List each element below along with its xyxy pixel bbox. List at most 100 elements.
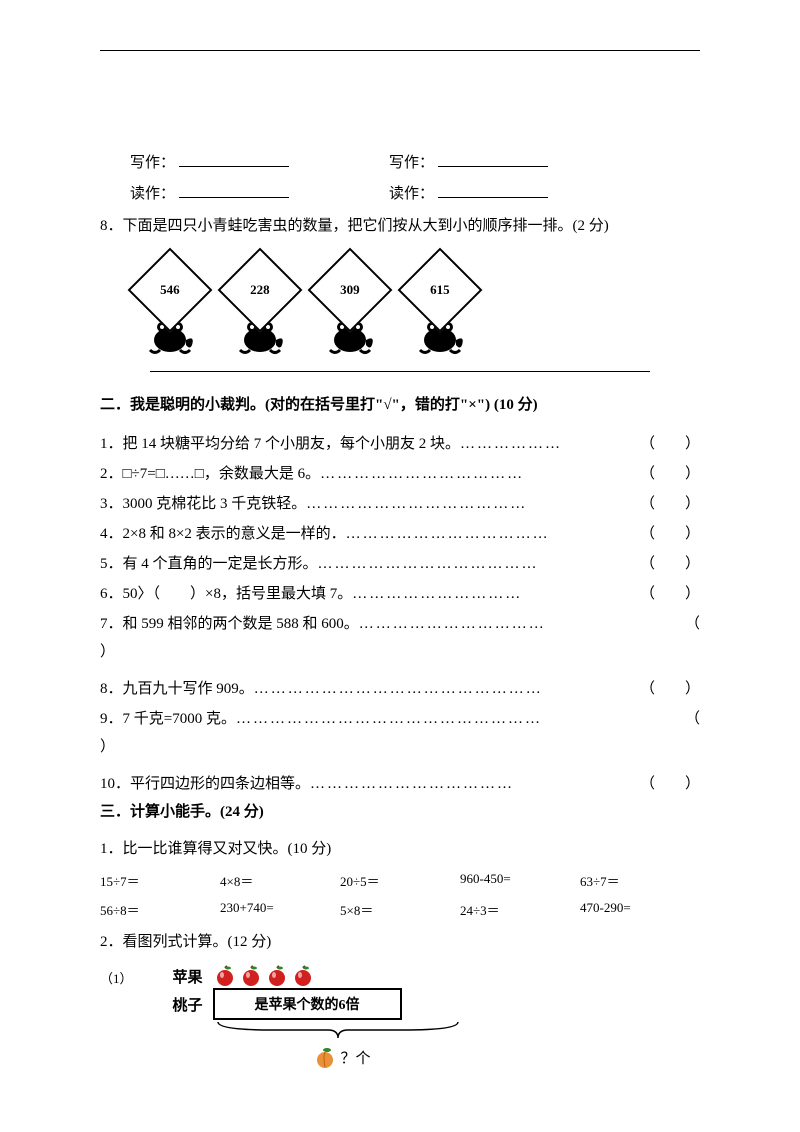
sub2-num: （1）	[100, 968, 133, 987]
judge-5: 5．有 4 个直角的一定是长方形。 ………………………………… （ ）	[100, 549, 700, 579]
judge-text-5: 5．有 4 个直角的一定是长方形。	[100, 549, 318, 579]
paren-3[interactable]: （ ）	[640, 489, 700, 519]
calc-2-2: 230+740=	[220, 900, 340, 919]
paren-5[interactable]: （ ）	[640, 549, 700, 579]
calc-2-5: 470-290=	[580, 900, 700, 919]
frog-value-3: 309	[340, 282, 360, 298]
judge-3: 3．3000 克棉花比 3 千克铁轻。 ………………………………… （ ）	[100, 489, 700, 519]
judge-text-1: 1．把 14 块糖平均分给 7 个小朋友，每个小朋友 2 块。	[100, 429, 460, 459]
write-label-1: 写作：	[130, 151, 175, 172]
calc-1-5: 63÷7＝	[580, 871, 700, 890]
write-blank-1[interactable]	[179, 151, 289, 167]
read-item-2: 读作：	[389, 182, 548, 203]
paren-1[interactable]: （ ）	[640, 429, 700, 459]
write-read-row-1: 写作： 写作：	[130, 151, 700, 172]
section-3-title: 三．计算小能手。(24 分)	[100, 799, 700, 826]
judge-2: 2．□÷7=□……□，余数最大是 6。 ……………………………… （ ）	[100, 459, 700, 489]
judge-9: 9．7 千克=7000 克。 ……………………………………………… （	[100, 704, 700, 734]
frogs-container: 546 228 309	[140, 260, 700, 360]
apple-row: 苹果	[153, 964, 463, 988]
frog-3: 309	[320, 260, 380, 360]
judge-text-2: 2．□÷7=□……□，余数最大是 6。	[100, 459, 320, 489]
dots: ……………………………	[359, 609, 685, 639]
peach-question: ？个	[313, 1045, 463, 1069]
write-item-2: 写作：	[389, 151, 548, 172]
read-label-1: 读作：	[130, 182, 175, 203]
frog-1: 546	[140, 260, 200, 360]
dots: ……………………………………………	[254, 674, 640, 704]
dots: ………………………………	[320, 459, 640, 489]
peach-q-text: ？个	[341, 1047, 371, 1068]
dots: …………………………………	[318, 549, 640, 579]
read-item-1: 读作：	[130, 182, 289, 203]
calc-row-1: 15÷7＝ 4×8＝ 20÷5＝ 960-450= 63÷7＝	[100, 871, 700, 890]
apple-icon	[265, 964, 289, 988]
judge-text-8: 8．九百九十写作 909。	[100, 674, 254, 704]
paren-4[interactable]: （ ）	[640, 519, 700, 549]
brace-icon	[213, 1020, 463, 1040]
read-blank-1[interactable]	[179, 182, 289, 198]
dots: ………………………………	[346, 519, 640, 549]
judge-8: 8．九百九十写作 909。 …………………………………………… （ ）	[100, 674, 700, 704]
apple-icon	[291, 964, 315, 988]
calc-1-3: 20÷5＝	[340, 871, 460, 890]
paren-9[interactable]: （	[685, 704, 700, 734]
read-label-2: 读作：	[389, 182, 434, 203]
paren-6[interactable]: （ ）	[640, 579, 700, 609]
calc-1-1: 15÷7＝	[100, 871, 220, 890]
peach-icon	[313, 1045, 337, 1069]
paren-2[interactable]: （ ）	[640, 459, 700, 489]
dots: ………………	[460, 429, 640, 459]
calc-row-2: 56÷8＝ 230+740= 5×8＝ 24÷3＝ 470-290=	[100, 900, 700, 919]
judge-7: 7．和 599 相邻的两个数是 588 和 600。 …………………………… （	[100, 609, 700, 639]
brace-row	[213, 1020, 463, 1045]
judge-text-9: 9．7 千克=7000 克。	[100, 704, 236, 734]
judge-6: 6．50〉（ ）×8，括号里最大填 7。 ………………………… （ ）	[100, 579, 700, 609]
paren-8[interactable]: （ ）	[640, 674, 700, 704]
paren-7[interactable]: （	[685, 609, 700, 639]
paren-9-close: ）	[100, 734, 700, 761]
dots: ………………………………	[310, 769, 640, 799]
dots: …………………………………	[306, 489, 640, 519]
judge-text-7: 7．和 599 相邻的两个数是 588 和 600。	[100, 609, 359, 639]
apple-icon	[213, 964, 237, 988]
judge-text-10: 10．平行四边形的四条边相等。	[100, 769, 310, 799]
paren-10[interactable]: （ ）	[640, 769, 700, 799]
judge-4: 4．2×8 和 8×2 表示的意义是一样的． ……………………………… （ ）	[100, 519, 700, 549]
judge-text-6: 6．50〉（ ）×8，括号里最大填 7。	[100, 579, 352, 609]
frog-value-2: 228	[250, 282, 270, 298]
answer-line[interactable]	[150, 370, 650, 372]
paren-7-close: ）	[100, 639, 700, 666]
frog-4: 615	[410, 260, 470, 360]
sec3-sub1: 1．比一比谁算得又对又快。(10 分)	[100, 836, 700, 863]
write-blank-2[interactable]	[438, 151, 548, 167]
calc-2-4: 24÷3＝	[460, 900, 580, 919]
peach-row: 桃子 是苹果个数的6倍	[153, 988, 463, 1020]
q8-text: 8．下面是四只小青蛙吃害虫的数量，把它们按从大到小的顺序排一排。(2 分)	[100, 213, 700, 240]
calc-2-1: 56÷8＝	[100, 900, 220, 919]
section-2-title: 二．我是聪明的小裁判。(对的在括号里打"√"，错的打"×") (10 分)	[100, 392, 700, 419]
read-blank-2[interactable]	[438, 182, 548, 198]
dots: ………………………………………………	[236, 704, 685, 734]
dots: …………………………	[352, 579, 640, 609]
judge-10: 10．平行四边形的四条边相等。 ……………………………… （ ）	[100, 769, 700, 799]
calc-1-4: 960-450=	[460, 871, 580, 890]
header-rule	[100, 50, 700, 51]
frog-value-4: 615	[430, 282, 450, 298]
sec3-sub2: 2．看图列式计算。(12 分)	[100, 929, 700, 956]
frog-value-1: 546	[160, 282, 180, 298]
write-item-1: 写作：	[130, 151, 289, 172]
judge-text-3: 3．3000 克棉花比 3 千克铁轻。	[100, 489, 306, 519]
apple-label: 苹果	[153, 966, 203, 987]
write-read-row-2: 读作： 读作：	[130, 182, 700, 203]
frog-2: 228	[230, 260, 290, 360]
write-label-2: 写作：	[389, 151, 434, 172]
calc-2-3: 5×8＝	[340, 900, 460, 919]
calc-1-2: 4×8＝	[220, 871, 340, 890]
peach-label: 桃子	[153, 994, 203, 1015]
judge-text-4: 4．2×8 和 8×2 表示的意义是一样的．	[100, 519, 346, 549]
peach-box: 是苹果个数的6倍	[213, 988, 402, 1020]
apple-icon	[239, 964, 263, 988]
apples-group	[213, 964, 315, 988]
judge-1: 1．把 14 块糖平均分给 7 个小朋友，每个小朋友 2 块。 ……………… （…	[100, 429, 700, 459]
